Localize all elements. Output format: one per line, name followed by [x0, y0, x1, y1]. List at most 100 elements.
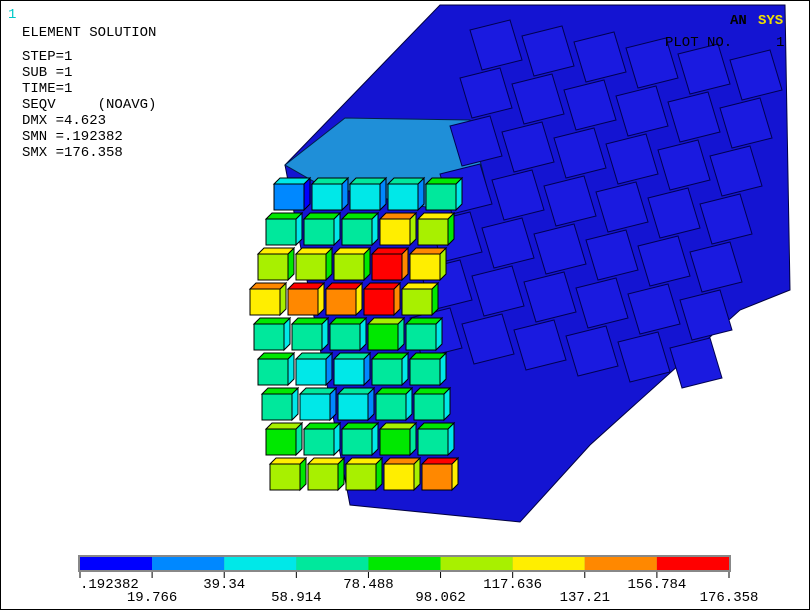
cube-face	[371, 253, 403, 281]
cube-top	[366, 317, 406, 325]
cube-face	[265, 218, 297, 246]
cube-top	[336, 387, 376, 395]
blue-box	[513, 319, 567, 371]
cube-top	[348, 177, 388, 185]
cube-face	[345, 463, 377, 491]
info-line: SUB =1	[22, 65, 72, 81]
cube-top	[344, 457, 384, 465]
cube-face	[405, 323, 437, 351]
cube-top	[412, 387, 452, 395]
cube-face	[269, 463, 301, 491]
cube-top	[408, 247, 448, 255]
legend-label: 78.488	[343, 577, 393, 593]
cube-face	[425, 183, 457, 211]
blue-box	[469, 19, 523, 71]
legend-swatch	[440, 557, 513, 570]
cube-face	[257, 253, 289, 281]
cube-top	[328, 317, 368, 325]
cube-top	[302, 212, 342, 220]
blue-box	[501, 121, 555, 173]
cube-face	[311, 183, 343, 211]
blue-box	[637, 235, 691, 287]
cube-top	[370, 247, 410, 255]
cube-face	[341, 428, 373, 456]
blue-box	[511, 73, 565, 125]
cube-top	[382, 457, 422, 465]
cube-face	[409, 253, 441, 281]
cube-face	[401, 288, 433, 316]
blue-box	[657, 139, 711, 191]
cube-face	[421, 463, 453, 491]
cube-top	[256, 247, 296, 255]
plot-label: PLOT NO.	[665, 35, 732, 51]
cube-face	[261, 393, 293, 421]
cube-face	[257, 358, 289, 386]
cube-face	[367, 323, 399, 351]
cube-top	[404, 317, 444, 325]
blue-box	[625, 37, 679, 89]
cube-face	[349, 183, 381, 211]
cube-face	[379, 218, 411, 246]
blue-box	[523, 271, 577, 323]
cube-top	[302, 422, 342, 430]
cube-face	[325, 288, 357, 316]
cube-face	[387, 183, 419, 211]
legend-label: .192382	[80, 577, 139, 593]
legend-label: 117.636	[483, 577, 542, 593]
cube-face	[409, 358, 441, 386]
blue-box	[699, 193, 753, 245]
cube-top	[370, 352, 410, 360]
cube-face	[273, 183, 305, 211]
legend-label: 19.766	[127, 590, 177, 606]
cube-face	[379, 428, 411, 456]
cube-top	[408, 352, 448, 360]
blue-box	[521, 25, 575, 77]
legend-label: 156.784	[627, 577, 686, 593]
cube-top	[286, 282, 326, 290]
cube-top	[290, 317, 330, 325]
blue-box	[615, 85, 669, 137]
cube-top	[374, 387, 414, 395]
cube-top	[264, 422, 304, 430]
cube-face	[287, 288, 319, 316]
cube-top	[260, 387, 300, 395]
legend-swatch	[368, 557, 441, 570]
cube-face	[375, 393, 407, 421]
blue-box	[543, 175, 597, 227]
cube-top	[332, 352, 372, 360]
legend-swatch	[656, 557, 729, 570]
cube-face	[299, 393, 331, 421]
blue-box	[553, 127, 607, 179]
blue-box	[471, 265, 525, 317]
blue-box	[679, 289, 733, 341]
info-line: SMN =.192382	[22, 129, 123, 145]
cube-top	[294, 352, 334, 360]
mesh	[248, 4, 791, 523]
blue-box	[729, 49, 783, 101]
legend-label: 137.21	[560, 590, 610, 606]
blue-box	[585, 229, 639, 281]
cube-face	[295, 358, 327, 386]
blue-box	[647, 187, 701, 239]
cube-top	[298, 387, 338, 395]
legend-swatch	[224, 557, 297, 570]
cube-face	[265, 428, 297, 456]
info-line: SEQV (NOAVG)	[22, 97, 156, 113]
window-number: 1	[8, 7, 16, 23]
cube-top	[386, 177, 426, 185]
cube-top	[306, 457, 346, 465]
cube-top	[378, 212, 418, 220]
cube-top	[416, 212, 456, 220]
cube-top	[268, 457, 308, 465]
cube-top	[256, 352, 296, 360]
blue-box	[573, 31, 627, 83]
logo-an: AN	[730, 13, 747, 29]
blue-box	[719, 97, 773, 149]
info-line: STEP=1	[22, 49, 72, 65]
cube-top	[400, 282, 440, 290]
cube-top	[310, 177, 350, 185]
cube-face	[417, 218, 449, 246]
